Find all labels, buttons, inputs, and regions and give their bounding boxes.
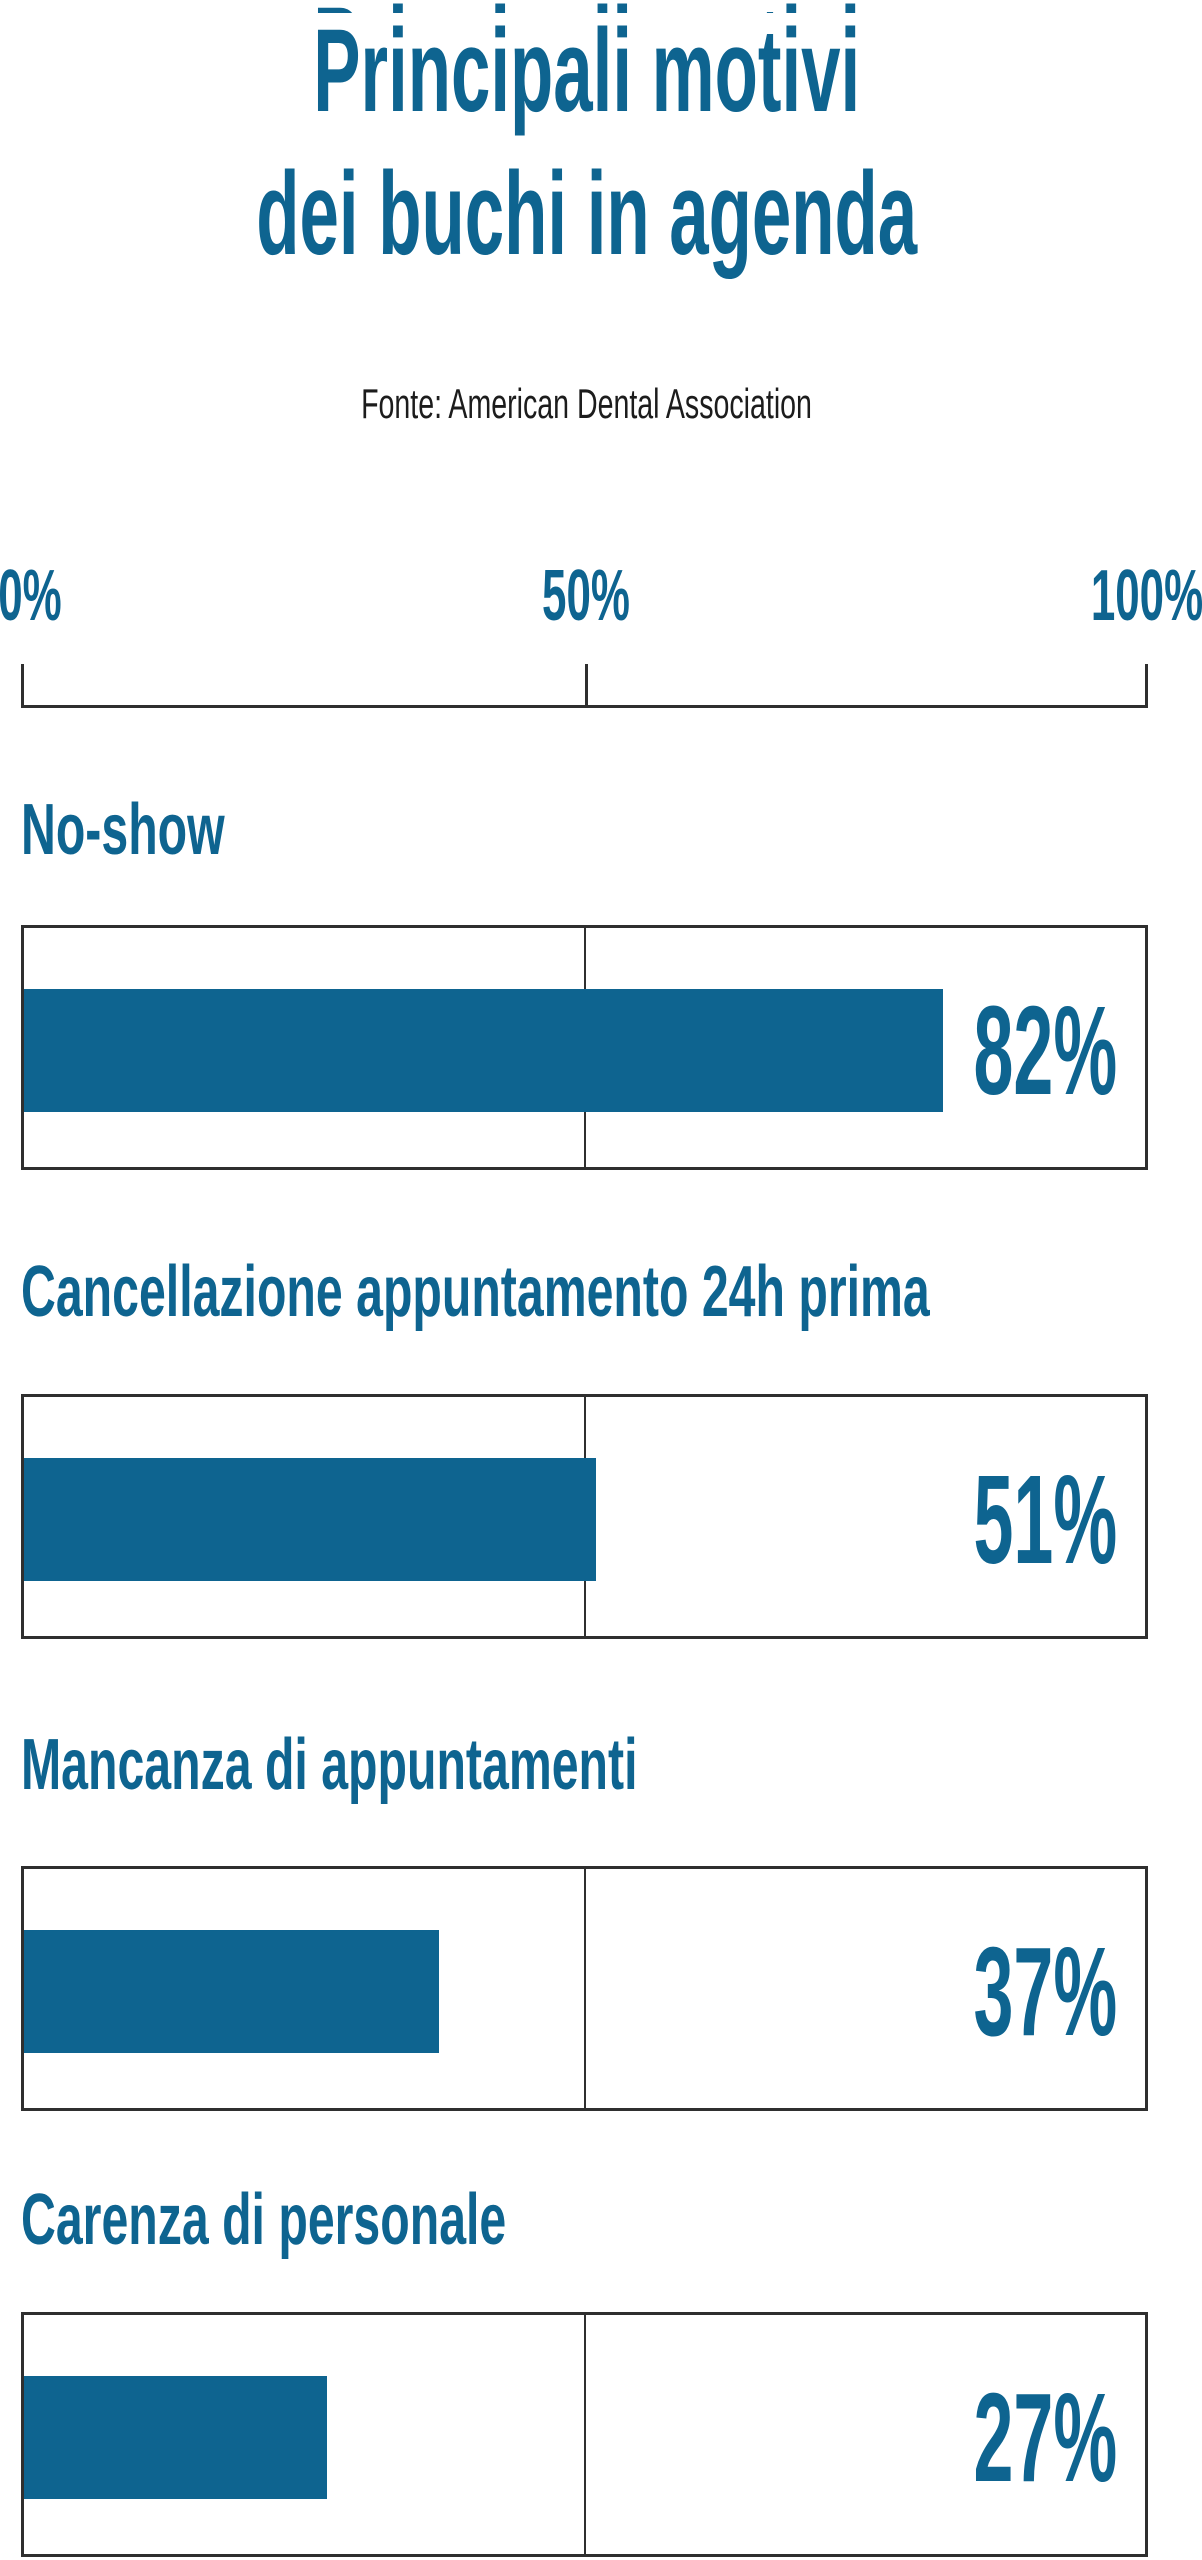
- x-axis-tick-mark-50: [585, 664, 588, 705]
- x-axis: 0% 50% 100%: [0, 560, 1202, 640]
- gridline-50pct: [583, 1869, 586, 2108]
- x-axis-tick-label-50: 50%: [542, 556, 630, 636]
- source-note: Fonte: American Dental Association: [361, 380, 813, 427]
- bar: [24, 1458, 596, 1581]
- chart-title-line-2: dei buchi in agenda: [256, 148, 918, 280]
- chart-title-line-1: Principali motivi: [313, 5, 861, 137]
- x-axis-tick-label-0: 0%: [0, 556, 62, 636]
- bar: [24, 2376, 327, 2499]
- x-axis-ruler-line: [21, 705, 1148, 708]
- x-axis-tick-mark-100: [1145, 664, 1148, 705]
- gridline-50pct: [583, 2315, 586, 2554]
- bar-panel: 82%: [21, 925, 1148, 1170]
- bar-panel: 51%: [21, 1394, 1148, 1639]
- category-label: Cancellazione appuntamento 24h prima: [21, 1252, 930, 1332]
- category-label: No-show: [21, 790, 225, 870]
- bar-panel: 27%: [21, 2312, 1148, 2557]
- chart-title: Principali motivi dei buchi in agenda: [0, 0, 1174, 286]
- bar: [24, 989, 944, 1112]
- bar-panel: 37%: [21, 1866, 1148, 2111]
- value-label: 37%: [973, 1920, 1117, 2062]
- category-label: Mancanza di appuntamenti: [21, 1725, 638, 1805]
- value-label: 27%: [973, 2366, 1117, 2508]
- bar: [24, 1930, 439, 2053]
- value-label: 51%: [973, 1448, 1117, 1590]
- value-label: 82%: [973, 979, 1117, 1121]
- x-axis-tick-label-100: 100%: [1090, 556, 1202, 636]
- x-axis-tick-mark-0: [21, 664, 24, 705]
- category-label: Carenza di personale: [21, 2180, 507, 2260]
